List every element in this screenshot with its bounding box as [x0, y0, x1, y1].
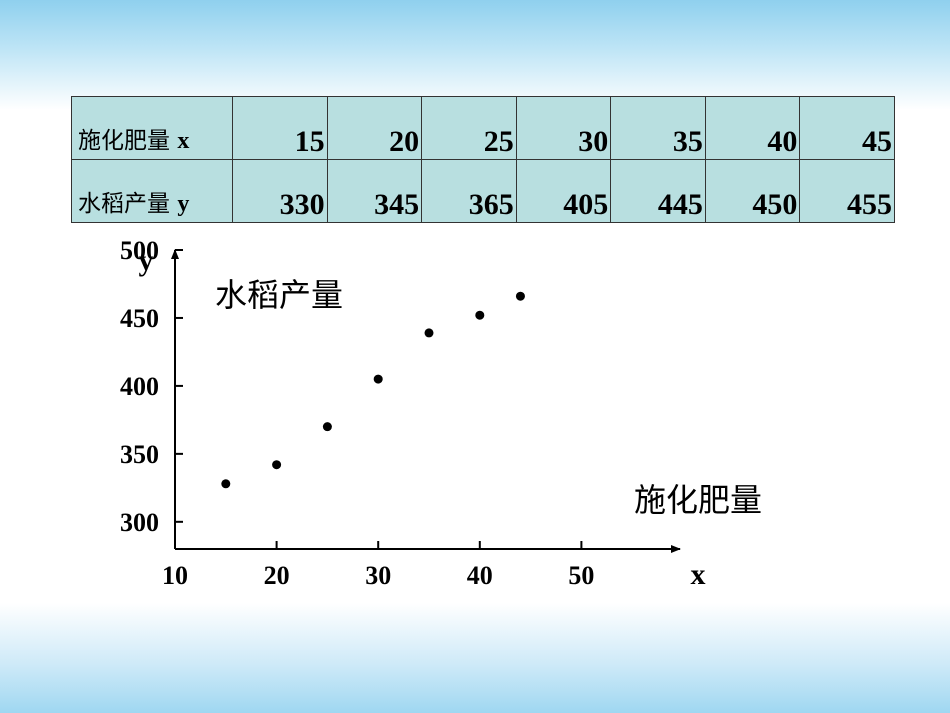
- y-axis-label: y: [139, 244, 154, 277]
- table-cell: 365: [421, 159, 517, 223]
- table-cell: 445: [610, 159, 706, 223]
- row-var-x: x: [177, 128, 190, 154]
- y-tick-label: 300: [120, 508, 159, 537]
- y-tick-label: 350: [120, 440, 159, 469]
- x-tick-label: 20: [264, 561, 290, 590]
- row-var-y: y: [177, 191, 190, 217]
- x-axis-label: x: [691, 558, 706, 591]
- x-annotation: 施化肥量: [634, 481, 762, 519]
- row-label-text: 施化肥量: [78, 128, 170, 154]
- table-cell: 405: [515, 159, 612, 223]
- y-tick-label: 450: [120, 304, 159, 333]
- data-point: [272, 460, 282, 470]
- table-cell: 345: [326, 159, 423, 223]
- background-bottom-gradient: [0, 603, 950, 713]
- table-cell: 35: [610, 96, 706, 160]
- x-tick-label: 40: [467, 561, 493, 590]
- table-cell: 45: [799, 96, 895, 160]
- row-label-yield: 水稻产量 y: [71, 159, 233, 223]
- x-tick-label: 50: [568, 561, 594, 590]
- x-tick-label: 30: [365, 561, 391, 590]
- y-tick-label: 500: [120, 236, 159, 265]
- data-point: [373, 374, 383, 384]
- x-ticks: 10 20 30 40 50: [162, 541, 594, 590]
- data-table: 施化肥量 x 15 20 25 30 35 40 45 水稻产量 y 330 3…: [71, 96, 895, 223]
- row-label-fertilizer: 施化肥量 x: [71, 96, 233, 160]
- y-annotation: 水稻产量: [215, 276, 343, 314]
- table-cell: 455: [799, 159, 895, 223]
- table-row-fertilizer: 施化肥量 x 15 20 25 30 35 40 45: [71, 96, 895, 160]
- table-cell: 15: [232, 96, 328, 160]
- table-cell: 450: [704, 159, 801, 223]
- table-cell: 40: [704, 96, 801, 160]
- data-point: [221, 479, 231, 489]
- data-point: [475, 310, 485, 320]
- y-ticks: 300 350 400 450 500: [120, 236, 183, 537]
- data-point: [515, 291, 525, 301]
- x-tick-label: 10: [162, 561, 188, 590]
- data-points: [221, 291, 525, 489]
- table-cell: 330: [232, 159, 328, 223]
- data-point: [424, 328, 434, 338]
- table-row-yield: 水稻产量 y 330 345 365 405 445 450 455: [71, 159, 895, 223]
- data-point: [322, 422, 332, 432]
- row-label-text: 水稻产量: [78, 191, 170, 217]
- y-tick-label: 400: [120, 372, 159, 401]
- background-top-gradient: [0, 0, 950, 110]
